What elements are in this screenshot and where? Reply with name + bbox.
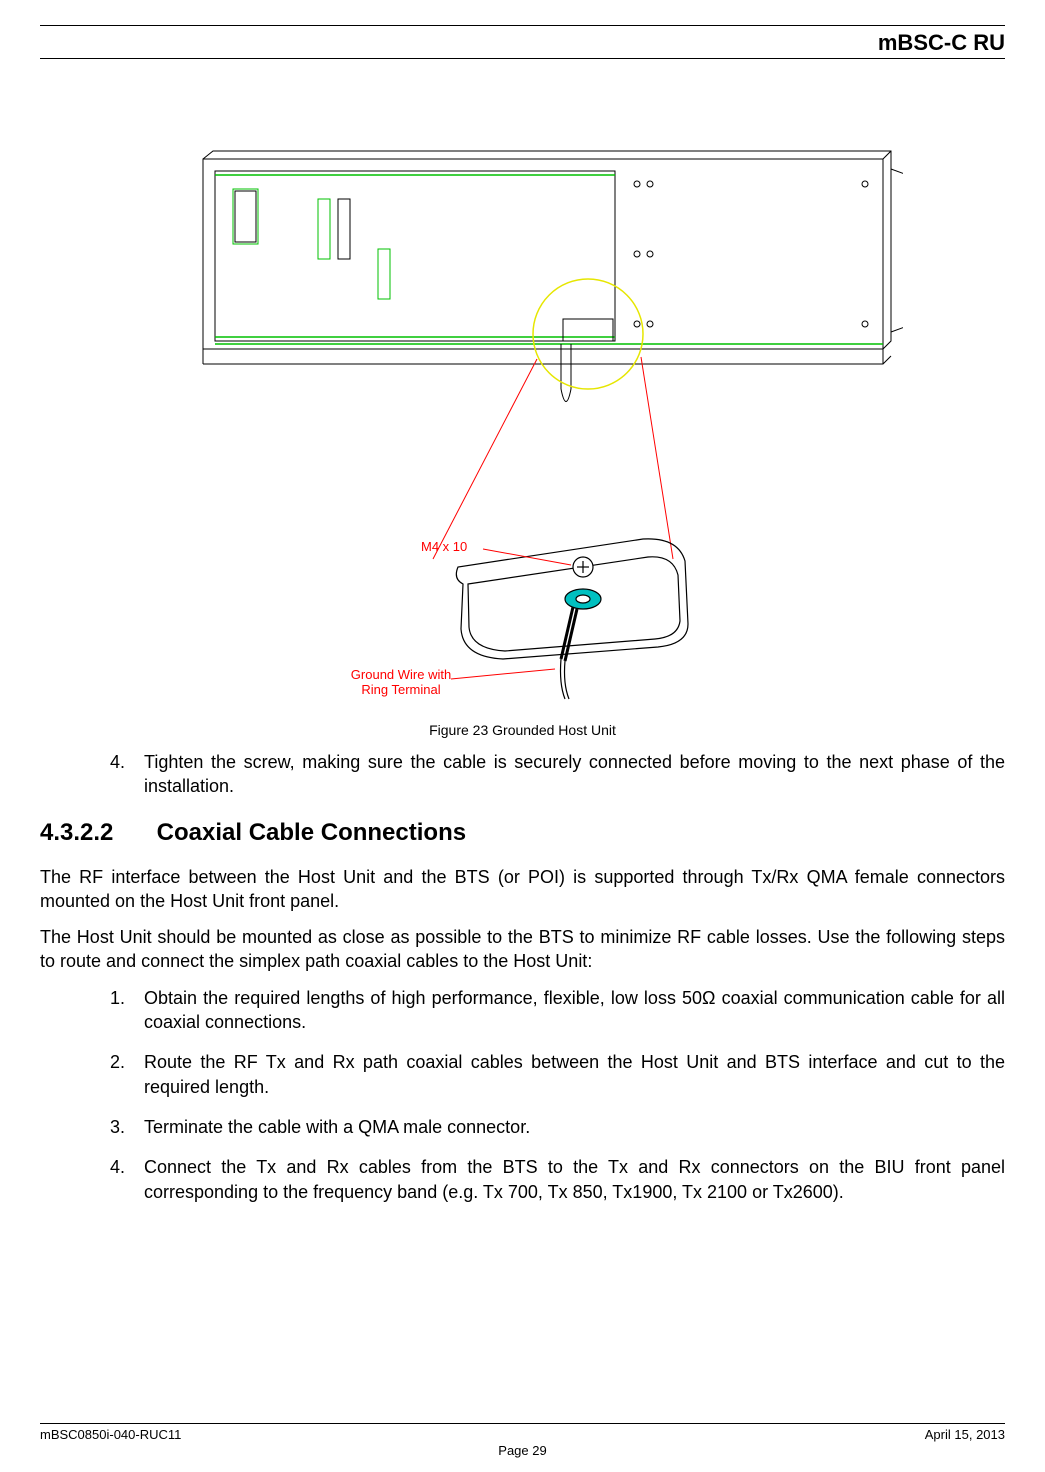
footer-rule — [40, 1423, 1005, 1424]
page-footer: mBSC0850i-040-RUC11 April 15, 2013 Page … — [40, 1423, 1005, 1458]
host-unit-diagram: M4 x 10 Ground Wire with Ring Terminal — [143, 129, 903, 709]
footer-page-num: Page 29 — [40, 1443, 1005, 1458]
paragraph-1: The RF interface between the Host Unit a… — [40, 865, 1005, 914]
footer-date: April 15, 2013 — [925, 1427, 1005, 1442]
list-text: Route the RF Tx and Rx path coaxial cabl… — [144, 1050, 1005, 1099]
list-text: Connect the Tx and Rx cables from the BT… — [144, 1155, 1005, 1204]
list-item: 1. Obtain the required lengths of high p… — [110, 986, 1005, 1035]
footer-doc-id: mBSC0850i-040-RUC11 — [40, 1427, 181, 1442]
figure-caption: Figure 23 Grounded Host Unit — [40, 722, 1005, 738]
list-item: 2. Route the RF Tx and Rx path coaxial c… — [110, 1050, 1005, 1099]
figure-host-unit: M4 x 10 Ground Wire with Ring Terminal — [40, 129, 1005, 714]
callout-screw-label: M4 x 10 — [421, 539, 467, 554]
list-num: 2. — [110, 1050, 144, 1099]
section-num: 4.3.2.2 — [40, 819, 150, 847]
step-4-text: Tighten the screw, making sure the cable… — [144, 750, 1005, 799]
list-num: 4. — [110, 1155, 144, 1204]
list-item: 3. Terminate the cable with a QMA male c… — [110, 1115, 1005, 1139]
callout-wire-line1: Ground Wire with — [350, 667, 450, 682]
list-text: Obtain the required lengths of high perf… — [144, 986, 1005, 1035]
list-num: 1. — [110, 986, 144, 1035]
header-title: mBSC-C RU — [40, 30, 1005, 56]
list-text: Terminate the cable with a QMA male conn… — [144, 1115, 530, 1139]
callout-wire-line2: Ring Terminal — [361, 682, 440, 697]
list-num: 3. — [110, 1115, 144, 1139]
section-title: Coaxial Cable Connections — [157, 819, 466, 846]
step-4: 4. Tighten the screw, making sure the ca… — [110, 750, 1005, 799]
step-4-num: 4. — [110, 750, 144, 799]
header-rule-top — [40, 25, 1005, 26]
header-rule-bottom — [40, 58, 1005, 59]
section-heading: 4.3.2.2 Coaxial Cable Connections — [40, 819, 1005, 847]
list-item: 4. Connect the Tx and Rx cables from the… — [110, 1155, 1005, 1204]
paragraph-2: The Host Unit should be mounted as close… — [40, 925, 1005, 974]
